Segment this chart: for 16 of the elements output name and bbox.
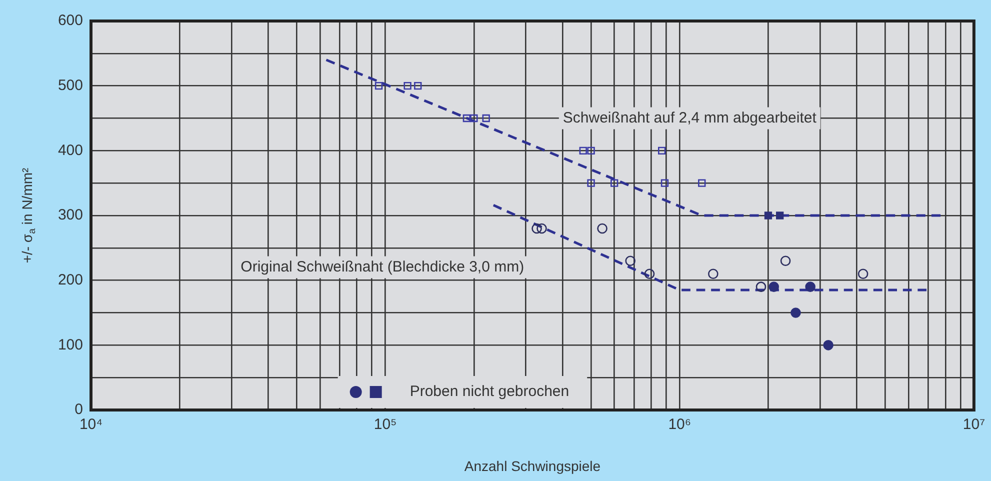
- y-tick-label: 500: [58, 76, 83, 94]
- x-axis-title: Anzahl Schwingspiele: [464, 458, 601, 474]
- legend-label: Proben nicht gebrochen: [410, 383, 570, 400]
- x-tick-label: 10⁴: [79, 416, 103, 434]
- y-tick-label: 100: [58, 336, 83, 354]
- y-tick-label: 400: [58, 142, 83, 159]
- annotation: Original Schweißnaht (Blechdicke 3,0 mm): [240, 258, 524, 276]
- y-tick-label: 600: [58, 12, 83, 30]
- x-tick-label: 10⁶: [668, 416, 692, 434]
- y-tick-label: 300: [58, 206, 83, 224]
- y-axis-title: +/- σa in N/mm²: [18, 167, 38, 264]
- x-tick-label: 10⁷: [962, 416, 986, 434]
- x-tick-label: 10⁵: [374, 416, 397, 434]
- y-tick-label: 200: [58, 271, 83, 288]
- annotation: Schweißnaht auf 2,4 mm abgearbeitet: [562, 109, 818, 126]
- y-tick-label: 0: [74, 401, 83, 418]
